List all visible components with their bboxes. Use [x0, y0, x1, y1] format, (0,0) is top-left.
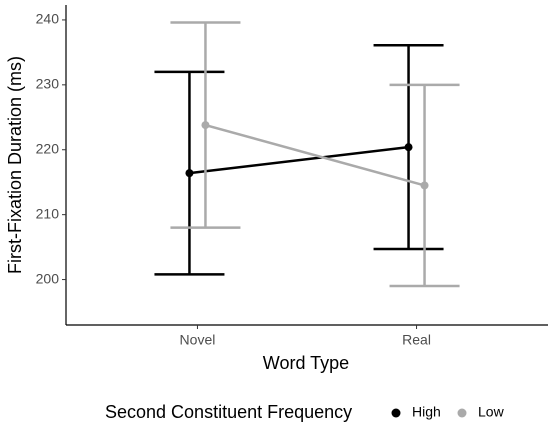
- x-tick-label: Novel: [180, 332, 216, 348]
- point: [404, 143, 413, 152]
- legend-label: Low: [478, 404, 505, 420]
- point: [185, 169, 194, 178]
- y-tick-label: 240: [36, 11, 60, 27]
- x-axis-label: Word Type: [263, 353, 349, 373]
- legend-title: Second Constituent Frequency: [105, 402, 352, 422]
- point: [420, 181, 429, 190]
- legend-label: High: [412, 404, 441, 420]
- series-line: [205, 123, 425, 187]
- y-tick-label: 230: [36, 76, 60, 92]
- y-tick-label: 200: [36, 270, 60, 286]
- y-tick-label: 220: [36, 140, 60, 156]
- x-tick-label: Real: [402, 332, 431, 348]
- series-line: [189, 145, 409, 175]
- legend-key: [391, 408, 401, 418]
- y-tick-label: 210: [36, 205, 60, 221]
- y-axis-label: First-Fixation Duration (ms): [5, 56, 25, 274]
- point: [201, 121, 210, 130]
- legend-key: [457, 408, 467, 418]
